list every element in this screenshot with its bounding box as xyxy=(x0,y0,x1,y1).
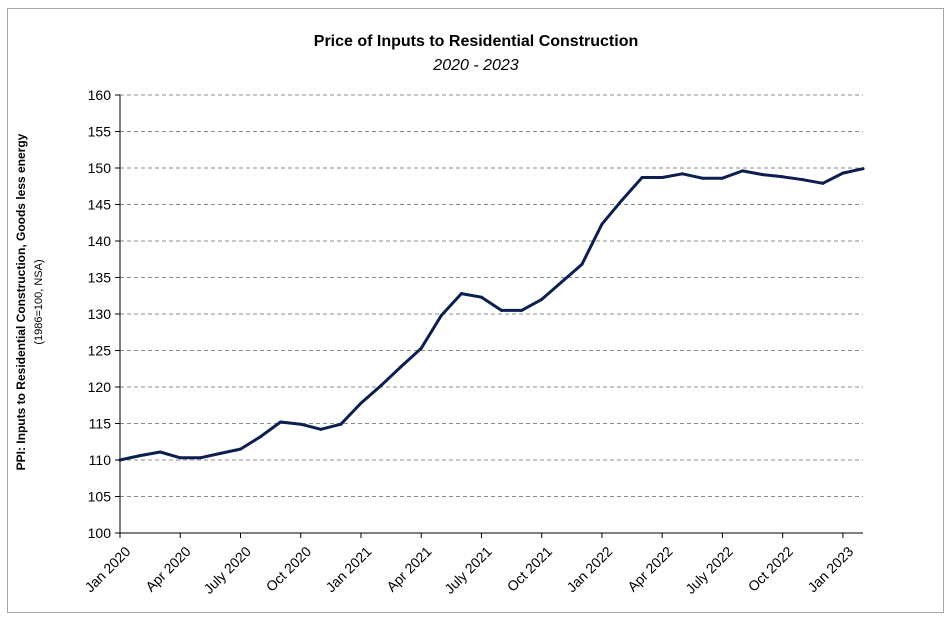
data-point xyxy=(419,346,423,350)
y-tick-label: 115 xyxy=(89,416,112,432)
data-point xyxy=(560,280,564,284)
y-tick-label: 130 xyxy=(88,306,112,322)
data-point xyxy=(439,313,443,317)
series-line xyxy=(118,167,865,462)
chart-frame xyxy=(7,8,944,613)
data-point xyxy=(259,435,263,439)
y-tick-label: 160 xyxy=(88,87,112,103)
x-tick-labels: Jan 2020 Apr 2020 July 2020 Oct 2020 Jan 202… xyxy=(81,543,856,597)
x-tick-label: Jan 2021 xyxy=(322,543,374,595)
data-point xyxy=(178,456,182,460)
y-tick-label: 125 xyxy=(88,343,112,359)
y-tick-label: 150 xyxy=(88,160,112,176)
y-axis-label: PPI: Inputs to Residential Construction,… xyxy=(14,133,28,470)
x-tick-label: Oct 2020 xyxy=(263,543,315,595)
x-tick-label: July 2021 xyxy=(441,543,495,597)
x-tick-label: Oct 2022 xyxy=(745,543,797,595)
data-point xyxy=(620,198,624,202)
data-point xyxy=(600,222,604,226)
data-point xyxy=(520,308,524,312)
y-tick-label: 155 xyxy=(88,124,112,140)
data-point xyxy=(540,297,544,301)
data-point xyxy=(801,178,805,182)
data-point xyxy=(720,176,724,180)
x-tick-label: July 2020 xyxy=(200,543,254,597)
data-point xyxy=(118,458,122,462)
x-tick-label: July 2022 xyxy=(682,543,736,597)
y-tick-label: 140 xyxy=(88,233,112,249)
data-point xyxy=(339,422,343,426)
data-point xyxy=(660,175,664,179)
data-point xyxy=(821,181,825,185)
data-point xyxy=(841,171,845,175)
data-point xyxy=(399,365,403,369)
y-tick-labels: 100 105 110 115 120 125 130 135 140 145 150 155 160 xyxy=(88,87,112,541)
data-point xyxy=(299,422,303,426)
data-point xyxy=(319,427,323,431)
axes xyxy=(115,94,863,538)
data-point xyxy=(359,401,363,405)
data-point xyxy=(158,450,162,454)
data-point xyxy=(238,447,242,451)
x-tick-label: Jan 2023 xyxy=(804,543,856,595)
x-tick-label: Jan 2020 xyxy=(81,543,133,595)
y-tick-label: 105 xyxy=(88,489,112,505)
data-point xyxy=(700,176,704,180)
data-point xyxy=(580,262,584,266)
x-tick-label: Apr 2021 xyxy=(383,543,435,595)
y-tick-label: 110 xyxy=(89,452,112,468)
data-point xyxy=(680,172,684,176)
gridlines xyxy=(120,94,863,497)
data-point xyxy=(479,295,483,299)
data-point xyxy=(640,175,644,179)
y-tick-label: 135 xyxy=(88,270,112,286)
x-tick-label: Apr 2020 xyxy=(142,543,194,595)
data-point xyxy=(198,456,202,460)
x-tick-label: Jan 2022 xyxy=(563,543,615,595)
y-tick-label: 100 xyxy=(88,525,112,541)
chart-subtitle: 2020 - 2023 xyxy=(433,57,519,74)
data-point xyxy=(500,308,504,312)
x-tick-label: Oct 2021 xyxy=(504,543,556,595)
data-point xyxy=(379,384,383,388)
y-tick-label: 145 xyxy=(88,197,112,213)
data-point xyxy=(459,292,463,296)
data-point xyxy=(218,451,222,455)
series-layer xyxy=(118,167,865,462)
y-axis-label-note: (1986=100, NSA) xyxy=(33,259,45,344)
data-point xyxy=(861,167,865,171)
chart-title: Price of Inputs to Residential Construct… xyxy=(313,33,639,50)
y-tick-label: 120 xyxy=(88,379,112,395)
data-point xyxy=(279,420,283,424)
data-point xyxy=(761,173,765,177)
data-point xyxy=(741,169,745,173)
x-tick-label: Apr 2022 xyxy=(624,543,676,595)
data-point xyxy=(781,175,785,179)
data-point xyxy=(138,454,142,458)
